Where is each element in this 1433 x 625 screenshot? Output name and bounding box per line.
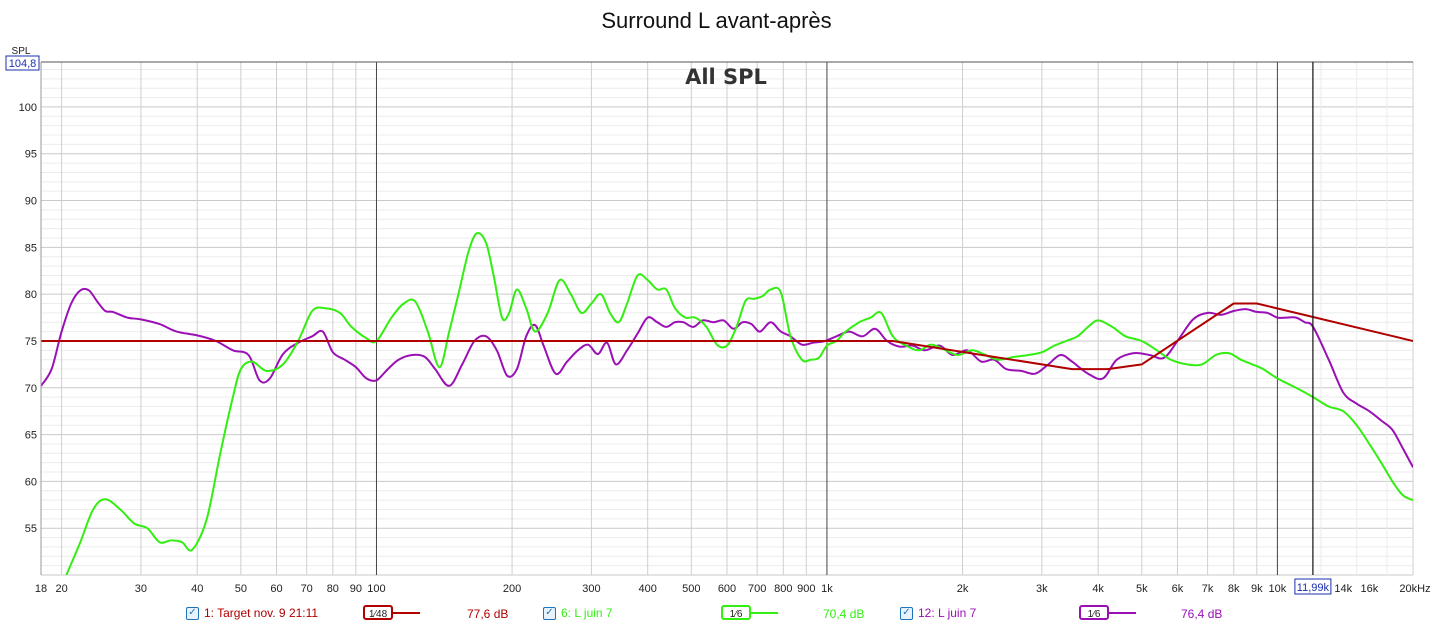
- y-tick-label: 90: [25, 196, 37, 208]
- x-tick-label: 4k: [1092, 583, 1104, 595]
- y-axis-label: SPL: [12, 46, 31, 57]
- legend-checkbox[interactable]: ✓: [900, 606, 913, 620]
- legend-level-value: 77,6 dB: [467, 607, 509, 621]
- x-tick-label: 10k: [1269, 583, 1287, 595]
- legend-line-swatch: [368, 612, 420, 614]
- legend-series-name: 6: L juin 7: [561, 606, 613, 620]
- y-top-readout-box: [5, 55, 40, 71]
- legend-smoothing-badge[interactable]: 1⁄6: [721, 605, 751, 620]
- series-layer: [41, 231, 1413, 575]
- y-tick-label: 70: [25, 383, 37, 395]
- x-tick-label: 200: [503, 583, 521, 595]
- x-tick-label: 60: [270, 583, 282, 595]
- cursor-readout-box: [1294, 578, 1332, 595]
- cursor-readout-text: 11,99k: [1297, 582, 1330, 594]
- x-tick-label: 40: [191, 583, 203, 595]
- legend-entry[interactable]: ✓ 1: Target nov. 9 21:11: [186, 606, 318, 620]
- x-tick-label: 800: [774, 583, 792, 595]
- y-tick-label: 75: [25, 336, 37, 348]
- x-tick-label: 20kHz: [1399, 583, 1430, 595]
- legend-line-swatch: [1084, 612, 1136, 614]
- x-tick-label: 400: [638, 583, 656, 595]
- cursor-readout: 11,99k: [1294, 578, 1332, 595]
- x-tick-label: 14k: [1334, 583, 1352, 595]
- legend: ✓ 1: Target nov. 9 21:11 1⁄48 77,6 dB ✓ 6: L …: [0, 601, 1433, 625]
- legend-smoothing-badge[interactable]: 1⁄48: [363, 605, 393, 620]
- legend-entry[interactable]: ✓ 6: L juin 7: [543, 606, 613, 620]
- legend-line-swatch: [726, 612, 778, 614]
- legend-series-name: 12: L juin 7: [918, 606, 977, 620]
- y-tick-label: 80: [25, 289, 37, 301]
- x-tick-label: 20: [55, 583, 67, 595]
- y-tick-label: 95: [25, 149, 37, 161]
- y-tick-label: 60: [25, 476, 37, 488]
- x-tick-label: 50: [235, 583, 247, 595]
- x-tick-label: 300: [582, 583, 600, 595]
- x-tick-label: 100: [367, 583, 385, 595]
- legend-series-name: 1: Target nov. 9 21:11: [204, 606, 319, 620]
- x-tick-label: 70: [301, 583, 313, 595]
- x-tick-label: 30: [135, 583, 147, 595]
- x-tick-label: 80: [327, 583, 339, 595]
- x-tick-label: 90: [350, 583, 362, 595]
- legend-level-value: 70,4 dB: [823, 607, 865, 621]
- y-tick-label: 100: [19, 102, 37, 114]
- x-tick-label: 8k: [1228, 583, 1240, 595]
- x-tick-label: 5k: [1136, 583, 1148, 595]
- plot-grid: [41, 62, 1414, 576]
- y-top-readout-text: 104,8: [9, 58, 37, 70]
- x-tick-label: 18: [35, 583, 47, 595]
- x-tick-label: 700: [748, 583, 766, 595]
- x-tick-label: 3k: [1036, 583, 1048, 595]
- series-line-1: [41, 302, 1413, 371]
- x-tick-label: 2k: [957, 583, 969, 595]
- legend-checkbox[interactable]: ✓: [543, 606, 556, 620]
- y-tick-label: 65: [25, 430, 37, 442]
- x-tick-label: 900: [797, 583, 815, 595]
- chart-title: Surround L avant-après: [601, 8, 832, 33]
- y-top-readout: 104,8: [5, 55, 40, 71]
- series-line-2: [65, 231, 1413, 575]
- y-tick-label: 85: [25, 242, 37, 254]
- y-tick-label: 55: [25, 523, 37, 535]
- legend-entry[interactable]: ✓ 12: L juin 7: [900, 606, 976, 620]
- x-tick-label: 600: [718, 583, 736, 595]
- legend-checkbox[interactable]: ✓: [186, 606, 199, 620]
- x-tick-label: 16k: [1360, 583, 1378, 595]
- x-tick-label: 9k: [1251, 583, 1263, 595]
- legend-level-value: 76,4 dB: [1181, 607, 1223, 621]
- series-line-3: [41, 287, 1413, 468]
- overlay-label: All SPL: [685, 65, 767, 89]
- x-tick-label: 500: [682, 583, 700, 595]
- legend-smoothing-badge[interactable]: 1⁄6: [1079, 605, 1109, 620]
- x-tick-label: 7k: [1202, 583, 1214, 595]
- x-tick-label: 6k: [1172, 583, 1184, 595]
- x-tick-label: 1k: [821, 583, 833, 595]
